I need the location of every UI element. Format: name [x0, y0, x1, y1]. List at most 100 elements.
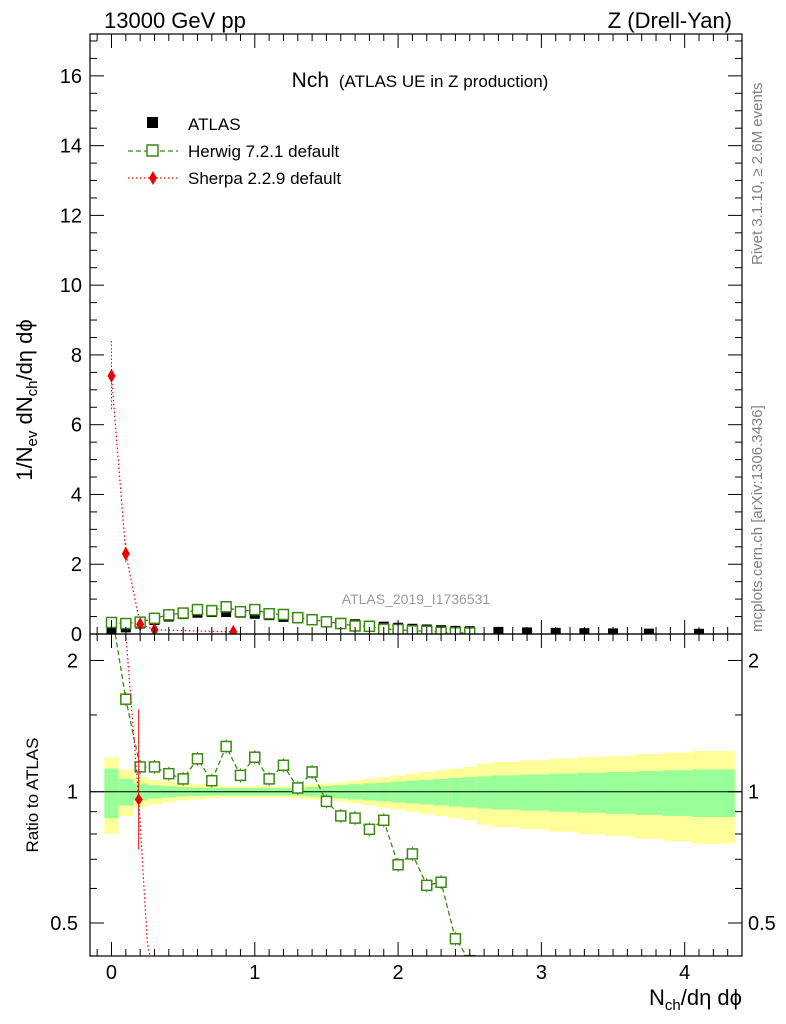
header-process-label: Z (Drell-Yan): [608, 8, 732, 33]
herwig-data-point: [220, 601, 232, 613]
herwig-data-point: [263, 608, 275, 620]
herwig-ratio-point: [234, 769, 247, 782]
herwig-ratio-point: [349, 812, 361, 824]
herwig-ratio-point: [292, 782, 304, 794]
herwig-ratio-point: [191, 753, 204, 765]
sherpa-data-point: [121, 546, 130, 561]
band-inner: [605, 771, 635, 814]
y-axis-label-ratio: Ratio to ATLAS: [23, 738, 42, 853]
band-inner: [491, 775, 520, 810]
main-plot-y-tick-labels: 0 2 4 6 8 10 12 14 16: [60, 66, 82, 646]
rivet-version-label: Rivet 3.1.10, ≥ 2.6M events: [749, 83, 766, 266]
herwig-ratio-point: [163, 767, 175, 780]
atlas-data-point: [643, 628, 654, 634]
ratio-plot-ticks: [90, 634, 743, 956]
herwig-data-point: [234, 605, 247, 618]
herwig-data-point: [306, 613, 318, 626]
herwig-ratio-point: [220, 740, 232, 753]
herwig-ratio-point: [277, 759, 290, 772]
ratio-plot-y-tick-labels: 0.5 0.5 1 1 2 2: [50, 650, 776, 935]
herwig-data-point: [177, 607, 189, 619]
sherpa-ratio-line: [125, 634, 151, 956]
band-inner: [548, 773, 578, 812]
y-axis-label-top: 1/Nev dNch/dη dϕ: [12, 319, 41, 480]
herwig-ratio-point: [306, 766, 318, 778]
x-tick-label: 4: [679, 962, 690, 984]
herwig-ratio-point: [463, 954, 476, 956]
top-y-tick-label: 14: [60, 136, 82, 158]
ratio-y-tick-label-right: 2: [748, 650, 759, 672]
top-y-tick-label: 8: [71, 345, 82, 367]
legend-herwig-label: Herwig 7.2.1 default: [188, 142, 339, 161]
herwig-ratio-point: [134, 761, 146, 773]
band-inner: [476, 776, 492, 809]
herwig-ratio-point: [206, 774, 218, 787]
ratio-plot-marks: [90, 606, 742, 956]
ratio-y-tick-label-left: 1: [67, 782, 78, 804]
x-tick-label: 0: [106, 962, 117, 984]
x-tick-label: 3: [536, 962, 547, 984]
herwig-data-point: [292, 611, 304, 624]
herwig-ratio-point: [435, 876, 447, 888]
band-inner: [663, 770, 692, 816]
sherpa-ratio-point: [134, 793, 143, 806]
band-inner: [519, 774, 549, 811]
herwig-ratio-point: [120, 693, 132, 705]
herwig-data-point: [191, 603, 204, 616]
herwig-data-point: [320, 616, 333, 628]
herwig-ratio-point: [392, 859, 404, 871]
herwig-data-point: [163, 609, 175, 621]
sherpa-line: [110, 375, 234, 633]
herwig-ratio-point: [320, 795, 333, 808]
band-inner: [634, 771, 664, 815]
top-y-tick-label: 4: [71, 484, 82, 506]
legend-atlas-label: ATLAS: [188, 115, 241, 134]
top-y-tick-label: 12: [60, 205, 82, 227]
legend-herwig-marker: [146, 144, 159, 157]
legend-sherpa-label: Sherpa 2.2.9 default: [188, 169, 341, 188]
legend-sherpa-marker: [149, 171, 157, 185]
herwig-ratio-point: [263, 773, 275, 785]
herwig-data-point: [148, 612, 161, 625]
herwig-ratio-point: [378, 814, 390, 827]
top-y-tick-label: 2: [71, 554, 82, 576]
header-energy-label: 13000 GeV pp: [104, 8, 246, 33]
band-inner: [462, 777, 477, 808]
plot-title: Nch (ATLAS UE in Z production): [292, 69, 549, 92]
plot-title-sub: (ATLAS UE in Z production): [339, 72, 548, 91]
ratio-plot-frame: [89, 633, 743, 957]
ratio-y-tick-label-left: 0.5: [50, 913, 78, 935]
main-plot-panel: 0 2 4 6 8 10 12 14 16: [60, 33, 743, 646]
herwig-data-point: [277, 608, 290, 621]
herwig-ratio-point: [177, 773, 189, 785]
sherpa-data-point: [107, 368, 116, 383]
x-tick-label: 2: [393, 962, 404, 984]
ratio-y-tick-label-right: 1: [748, 782, 759, 804]
plot-title-main: Nch: [292, 69, 329, 92]
top-y-tick-label: 0: [71, 624, 82, 646]
herwig-data-point: [249, 603, 261, 616]
herwig-ratio-point: [148, 761, 161, 773]
herwig-ratio-point: [406, 848, 419, 860]
herwig-data-point: [206, 604, 218, 617]
band-inner: [448, 778, 463, 807]
band-inner: [577, 772, 606, 813]
ratio-plot-panel: 0.5 0.5 1 1 2 2 0 1 2 3 4: [50, 606, 776, 984]
mcplots-label: mcplots.cern.ch [arXiv:1306.3436]: [749, 405, 766, 632]
herwig-ratio-point: [420, 879, 433, 892]
x-axis-label: Nch/dη dϕ: [649, 985, 742, 1014]
herwig-ratio-point: [249, 751, 261, 763]
herwig-ratio-point: [449, 933, 462, 945]
analysis-watermark: ATLAS_2019_I1736531: [342, 591, 491, 607]
top-y-tick-label: 10: [60, 275, 82, 297]
herwig-ratio-point: [106, 606, 116, 616]
herwig-ratio-point: [335, 810, 347, 822]
legend: ATLAS Herwig 7.2.1 default Sherpa 2.2.9 …: [128, 115, 341, 188]
sherpa-data-point: [136, 617, 145, 632]
top-y-tick-label: 6: [71, 415, 82, 437]
ratio-y-tick-label-right: 0.5: [748, 913, 776, 935]
top-y-tick-label: 16: [60, 66, 82, 88]
band-inner: [104, 768, 119, 819]
legend-atlas-marker: [147, 117, 158, 128]
